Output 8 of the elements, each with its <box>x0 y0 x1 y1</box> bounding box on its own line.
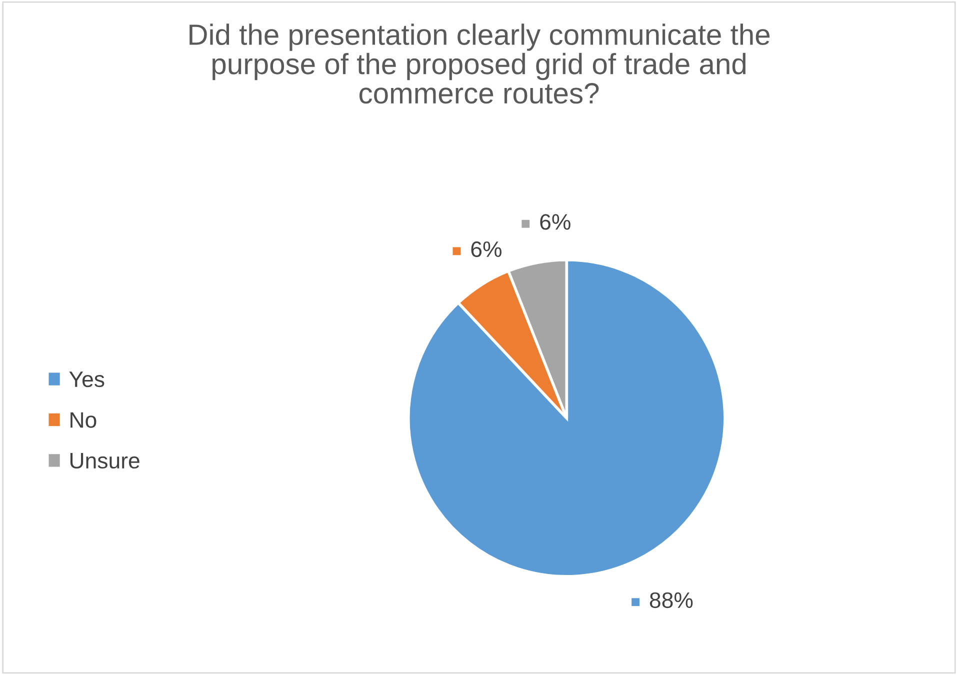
legend-label: No <box>70 412 96 428</box>
data-label: 6% <box>471 241 502 258</box>
pie-slice <box>407 258 726 578</box>
chart-title: Did the presentation clearly communicate the purpose of the proposed grid of trade and commerce routes? <box>190 24 770 104</box>
legend-label: Yes <box>69 372 104 388</box>
legend-label: Unsure <box>70 453 140 469</box>
data-label: 88% <box>650 592 693 608</box>
data-label: 6% <box>540 214 570 230</box>
